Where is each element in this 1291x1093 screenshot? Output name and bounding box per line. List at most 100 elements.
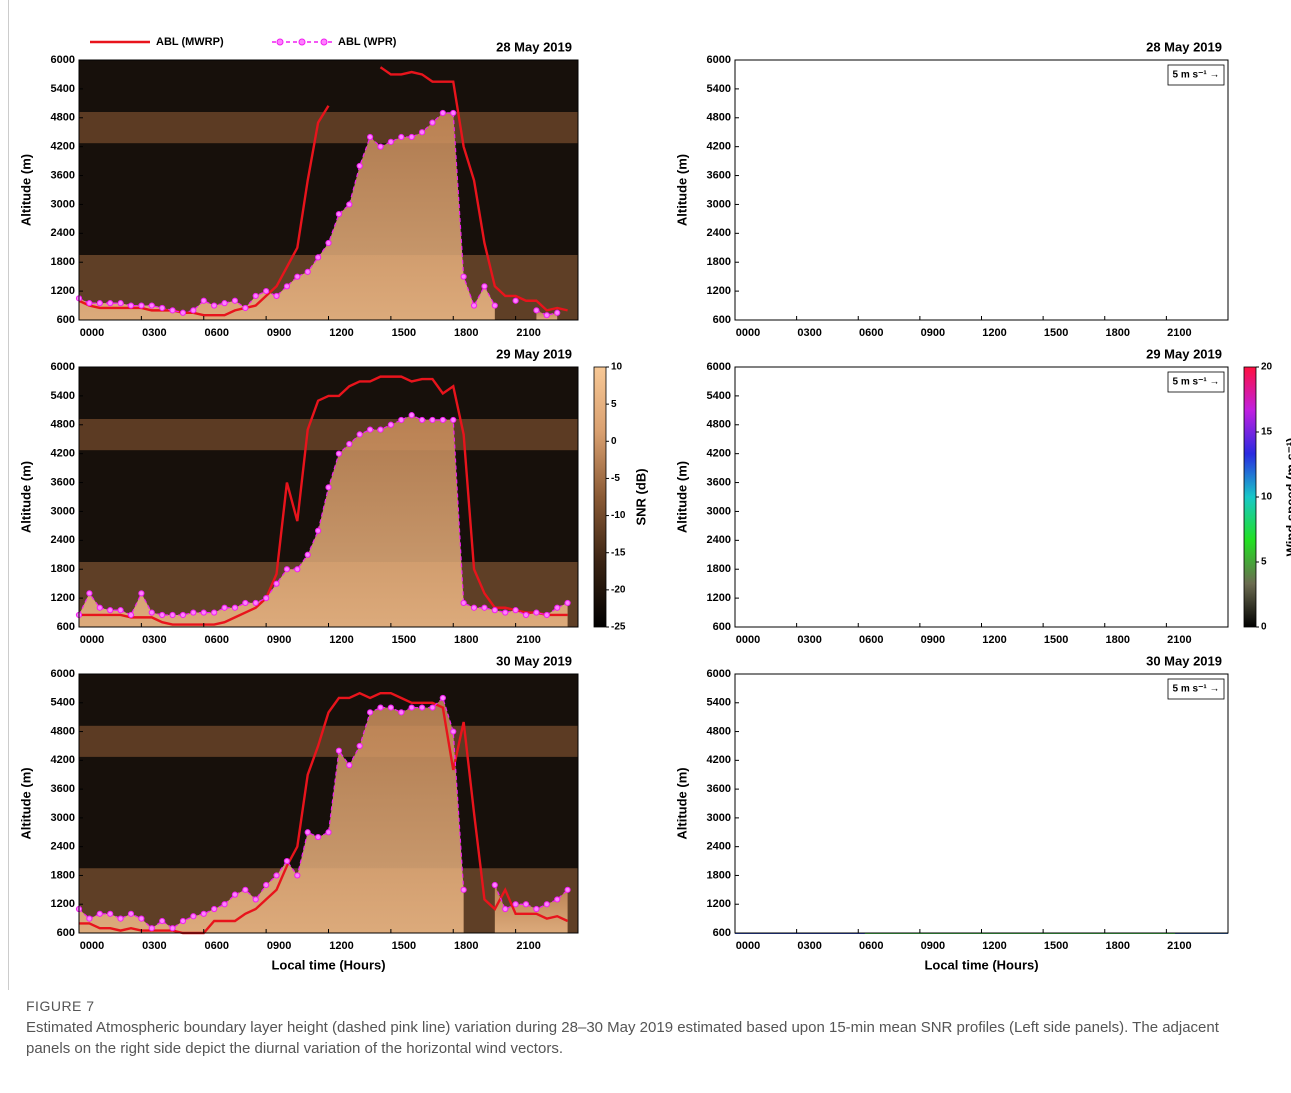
- x-tick-label: 1200: [329, 634, 353, 646]
- y-tick-label: 2400: [51, 841, 75, 853]
- abl-marker: [304, 268, 311, 275]
- abl-marker: [190, 307, 197, 314]
- y-tick-label: 4800: [51, 725, 75, 737]
- y-tick-label: 3000: [707, 505, 731, 517]
- y-tick-label: 5400: [707, 390, 731, 402]
- abl-marker: [107, 910, 114, 917]
- x-tick-label: 2100: [516, 634, 540, 646]
- scale-box: [1167, 678, 1225, 700]
- x-tick-label: 1500: [392, 940, 416, 952]
- abl-marker: [366, 133, 374, 141]
- abl-marker: [138, 915, 145, 922]
- chart-grid: 600 1200 1800 2400 3000 3600 4200 4800 5400 600 00…: [8, 0, 1291, 990]
- abl-marker: [304, 551, 311, 558]
- abl-marker: [242, 599, 249, 607]
- chart-title: 30 May 2019: [1146, 653, 1222, 668]
- scale-box: [1167, 371, 1225, 393]
- abl-line: [78, 112, 558, 316]
- y-tick-label: 4200: [51, 448, 75, 460]
- abl-marker: [439, 416, 446, 424]
- y-tick-label: 1200: [51, 898, 75, 910]
- x-tick-label: 1500: [1044, 940, 1068, 952]
- y-tick-label: 2400: [51, 534, 75, 546]
- abl-marker: [450, 109, 457, 117]
- abl-marker: [533, 609, 540, 616]
- legend-marker: [276, 38, 284, 46]
- abl-marker: [263, 288, 270, 295]
- y-tick-label: 5400: [707, 83, 731, 95]
- x-tick-label: 0300: [797, 634, 821, 646]
- x-tick-label: 1800: [454, 327, 478, 339]
- abl-marker: [211, 302, 218, 309]
- colorbar-tick-label: 20: [1261, 362, 1273, 373]
- x-tick-label: 0000: [736, 327, 760, 339]
- abl-line: [79, 375, 568, 626]
- abl-marker: [231, 604, 239, 611]
- y-tick-label: 3600: [707, 476, 731, 488]
- abl-marker: [522, 611, 530, 619]
- x-tick-label: 1500: [392, 634, 416, 646]
- y-tick-label: 3600: [51, 476, 75, 488]
- panel: 600 1200 1800 2400 3000 3600 4200 4800 5400 6000 0…: [674, 346, 1291, 645]
- abl-marker: [533, 307, 540, 314]
- abl-marker: [346, 201, 353, 208]
- y-tick-label: 1200: [51, 592, 75, 604]
- abl-marker: [470, 604, 478, 611]
- abl-marker: [221, 300, 228, 307]
- abl-marker: [86, 915, 93, 922]
- colorbar-tick-label: -5: [611, 473, 620, 484]
- scale-box: [1167, 64, 1225, 86]
- abl-marker: [325, 484, 332, 491]
- x-tick-label: 0000: [736, 940, 760, 952]
- abl-marker: [190, 609, 197, 616]
- y-tick-label: 600: [713, 314, 731, 326]
- abl-marker: [159, 304, 166, 312]
- abl-marker: [304, 829, 311, 836]
- abl-marker: [283, 857, 291, 865]
- y-tick-label: 4200: [51, 141, 75, 153]
- y-tick-label: 600: [713, 621, 731, 633]
- x-tick-label: 0600: [205, 327, 229, 339]
- abl-marker: [564, 599, 571, 607]
- legend-label: ABL (WPR): [338, 36, 397, 48]
- abl-marker: [522, 901, 530, 908]
- x-tick-label: 1800: [454, 634, 478, 646]
- y-tick-label: 1200: [51, 285, 75, 297]
- colorbar-tick-label: 5: [1261, 557, 1267, 568]
- abl-marker: [294, 566, 301, 573]
- abl-marker: [242, 886, 249, 893]
- abl-marker: [169, 611, 176, 619]
- abl-marker: [387, 138, 394, 145]
- y-tick-label: 600: [57, 621, 75, 633]
- abl-marker: [346, 440, 353, 448]
- abl-marker: [179, 917, 187, 925]
- x-tick-label: 1200: [982, 634, 1006, 646]
- colorbar-tick-label: -10: [611, 510, 626, 521]
- abl-marker: [107, 300, 114, 307]
- x-tick-label: 0600: [859, 940, 883, 952]
- y-tick-label: 3000: [51, 198, 75, 210]
- abl-marker: [366, 709, 374, 716]
- y-tick-label: 600: [713, 927, 731, 939]
- abl-marker: [179, 309, 187, 316]
- snr-band: [79, 112, 578, 144]
- y-tick-label: 4800: [707, 419, 731, 431]
- x-tick-label: 2100: [516, 940, 540, 952]
- x-tick-label: 0300: [142, 634, 166, 646]
- abl-marker: [460, 886, 467, 893]
- abl-marker: [221, 604, 228, 611]
- y-tick-label: 1200: [707, 285, 731, 297]
- abl-marker: [470, 302, 478, 309]
- y-tick-label: 1200: [707, 898, 731, 910]
- x-tick-label: 1500: [392, 327, 416, 339]
- abl-marker: [554, 896, 561, 903]
- abl-marker: [398, 709, 405, 716]
- y-tick-label: 2400: [707, 534, 731, 546]
- y-tick-label: 4200: [707, 448, 731, 460]
- colorbar-tick-label: -15: [611, 547, 626, 558]
- abl-marker: [148, 302, 155, 309]
- abl-marker: [263, 595, 270, 602]
- figure-caption: Estimated Atmospheric boundary layer hei…: [26, 1019, 1219, 1057]
- abl-marker: [231, 297, 239, 304]
